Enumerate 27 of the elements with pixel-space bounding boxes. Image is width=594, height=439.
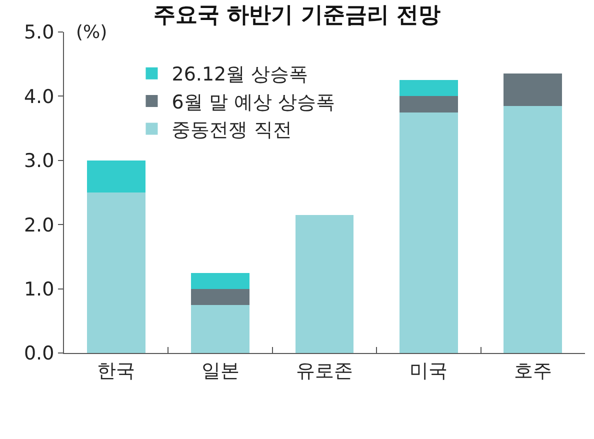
bar	[86, 160, 146, 192]
y-tick-label: 0.0	[24, 342, 54, 365]
legend-label: 6월 말 예상 상승폭	[172, 91, 335, 114]
x-tick-label: 일본	[201, 360, 240, 382]
bar	[504, 106, 562, 353]
bar	[191, 304, 250, 353]
bar	[295, 214, 354, 353]
legend-label: 중동전쟁 직전	[172, 119, 292, 142]
y-tick-label: 3.0	[24, 150, 54, 172]
bar	[400, 80, 458, 96]
y-tick-label: 2.0	[24, 214, 54, 236]
bar	[504, 74, 562, 106]
bar	[191, 272, 250, 289]
chart-title: 주요국 하반기 기준금리 전망	[154, 2, 440, 28]
x-tick-label: 호주	[514, 360, 552, 382]
bar	[86, 192, 146, 353]
x-tick-label: 유로존	[296, 360, 353, 382]
legend-label: 26.12월 상승폭	[172, 64, 308, 86]
y-axis-title: (%)	[76, 22, 108, 43]
bar	[400, 96, 458, 112]
x-tick-label: 한국	[97, 360, 136, 382]
y-tick-label: 5.0	[24, 22, 54, 44]
y-tick-label: 1.0	[24, 278, 54, 300]
bar	[191, 288, 250, 305]
y-tick-label: 4.0	[24, 86, 54, 108]
x-tick-label: 미국	[410, 360, 448, 382]
bar	[400, 112, 458, 353]
